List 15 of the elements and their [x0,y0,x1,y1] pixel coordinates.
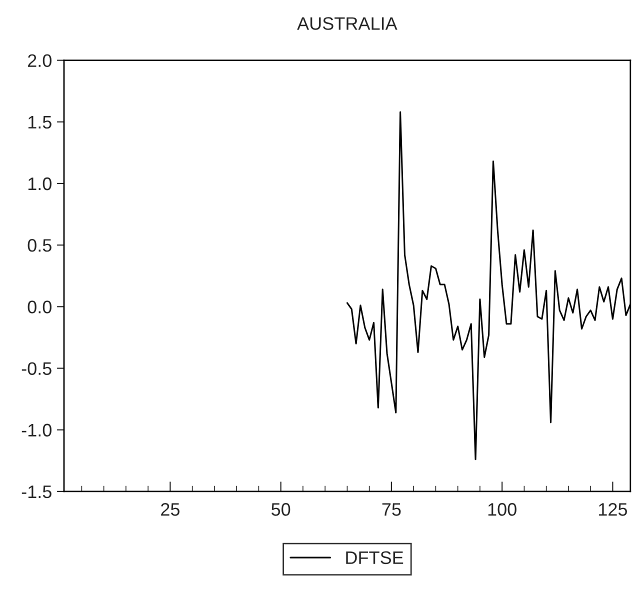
x-tick-label: 75 [382,503,401,516]
y-tick-label: 1.5 [28,116,52,129]
y-tick-label: 0.0 [28,300,52,314]
y-tick-label: 1.0 [28,177,52,190]
legend-label: DFTSE [346,551,404,564]
x-tick-label: 125 [599,503,628,516]
chart-title: AUSTRALIA [297,17,398,30]
y-tick-label: 0.5 [28,239,52,252]
y-tick-label: -1.5 [22,486,52,498]
y-tick-label: 2.0 [28,54,52,68]
x-tick-label: 50 [272,503,290,516]
x-tick-label: 100 [488,503,516,516]
y-tick-label: -1.0 [22,424,52,437]
x-tick-label: 25 [161,503,180,516]
y-tick-label: -0.5 [22,362,52,375]
